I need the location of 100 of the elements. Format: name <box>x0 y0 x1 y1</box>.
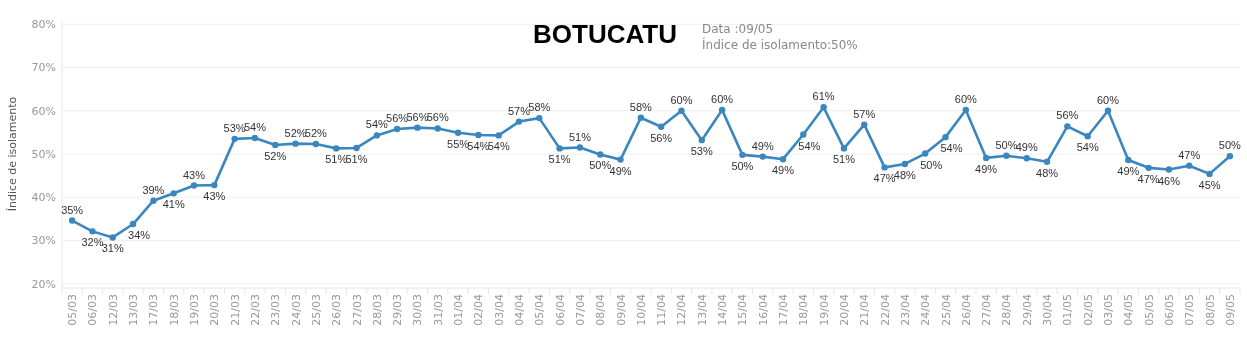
point <box>637 114 645 121</box>
point <box>678 107 685 114</box>
data-label: 52% <box>284 126 307 139</box>
point <box>718 106 726 114</box>
point <box>515 118 523 125</box>
point <box>1084 133 1091 140</box>
data-label: 60% <box>954 92 978 105</box>
x-tick-label: 24/04 <box>919 294 933 326</box>
x-tick-label: 12/03 <box>106 294 120 326</box>
data-label: 51% <box>548 153 571 166</box>
x-tick-label: 18/03 <box>167 294 181 326</box>
y-tick-label: 40% <box>31 191 56 205</box>
x-tick-label: 05/04 <box>533 294 547 326</box>
data-label: 41% <box>162 198 185 211</box>
data-label: 46% <box>1157 174 1181 187</box>
x-tick-label: 30/03 <box>411 294 425 326</box>
point <box>800 131 807 138</box>
x-tick-label: 04/05 <box>1122 294 1136 326</box>
x-tick-label: 06/05 <box>1162 294 1176 326</box>
data-label: 51% <box>832 153 856 166</box>
x-tick-label: 27/04 <box>980 294 994 326</box>
data-label: 52% <box>304 127 328 140</box>
x-tick-label: 23/04 <box>898 294 912 326</box>
data-label: 54% <box>467 139 490 152</box>
x-tick-label: 01/04 <box>452 294 466 326</box>
point <box>495 132 502 139</box>
data-label: 56% <box>406 110 429 123</box>
point <box>109 234 116 241</box>
x-tick-label: 08/05 <box>1203 294 1217 326</box>
point <box>1104 107 1112 114</box>
data-label: 53% <box>690 145 713 158</box>
x-tick-label: 16/04 <box>756 294 770 326</box>
data-label: 32% <box>81 236 104 249</box>
x-tick-label: 05/05 <box>1142 294 1156 326</box>
point <box>1206 170 1213 178</box>
point <box>739 151 746 159</box>
x-tick-label: 25/03 <box>309 294 323 326</box>
x-tick-label: 29/04 <box>1020 294 1034 326</box>
y-tick-label: 30% <box>31 234 56 248</box>
x-tick-label: 20/03 <box>208 294 222 326</box>
point <box>292 140 299 147</box>
point <box>657 123 665 130</box>
x-tick-label: 08/04 <box>594 294 608 326</box>
data-label: 57% <box>853 107 876 120</box>
x-tick-label: 22/04 <box>878 294 892 326</box>
point <box>820 104 827 111</box>
point <box>89 228 96 235</box>
x-tick-label: 30/04 <box>1041 294 1055 326</box>
data-label: 49% <box>772 164 795 177</box>
x-tick-label: 19/04 <box>817 294 831 326</box>
point <box>576 144 584 151</box>
point <box>231 135 238 143</box>
x-tick-label: 26/03 <box>330 294 344 326</box>
point <box>68 217 76 224</box>
data-label: 49% <box>1117 165 1140 178</box>
data-label: 50% <box>731 159 754 172</box>
point <box>1043 158 1051 165</box>
point <box>1023 155 1030 162</box>
data-label: 48% <box>1036 166 1059 179</box>
x-tick-label: 25/04 <box>939 294 953 326</box>
point <box>1186 162 1193 169</box>
data-label: 54% <box>1076 141 1099 154</box>
y-tick-label: 70% <box>31 61 56 75</box>
x-tick-label: 23/03 <box>269 294 283 326</box>
point <box>454 129 462 137</box>
point <box>901 160 909 168</box>
x-tick-label: 17/03 <box>147 294 161 326</box>
point <box>332 145 340 152</box>
data-label: 39% <box>142 183 165 196</box>
x-tick-label: 21/04 <box>858 294 872 326</box>
x-tick-label: 03/05 <box>1101 294 1115 326</box>
data-label: 47% <box>873 172 896 185</box>
y-tick-label: 60% <box>31 104 56 118</box>
x-tick-label: 29/03 <box>391 294 405 326</box>
point <box>475 131 482 139</box>
y-tick-label: 50% <box>31 147 56 161</box>
data-label: 51% <box>325 153 348 166</box>
point <box>617 156 624 163</box>
data-label: 49% <box>1015 141 1038 154</box>
data-label: 54% <box>798 139 821 152</box>
x-tick-label: 24/03 <box>289 294 303 326</box>
data-label: 54% <box>487 140 510 153</box>
x-tick-label: 17/04 <box>777 294 791 326</box>
point <box>921 150 929 157</box>
data-label: 56% <box>650 131 673 144</box>
point <box>353 144 360 152</box>
point <box>597 151 604 158</box>
x-tick-label: 19/03 <box>188 294 202 326</box>
x-tick-label: 10/04 <box>634 294 648 326</box>
x-tick-label: 22/03 <box>248 294 262 326</box>
data-label: 56% <box>1056 109 1079 122</box>
point <box>1165 166 1173 173</box>
point <box>556 145 563 152</box>
x-tick-label: 13/04 <box>695 294 709 326</box>
data-label: 34% <box>128 229 151 242</box>
point <box>414 124 421 131</box>
point <box>881 164 888 171</box>
point <box>982 154 990 162</box>
data-label: 51% <box>568 130 592 143</box>
point <box>779 155 787 163</box>
